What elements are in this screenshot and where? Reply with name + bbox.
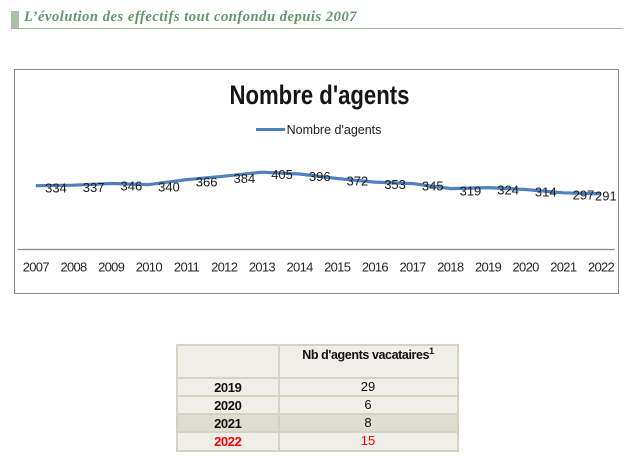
svg-text:2012: 2012 <box>211 259 238 274</box>
svg-text:334: 334 <box>45 181 67 196</box>
svg-text:2016: 2016 <box>362 259 389 274</box>
svg-text:2022: 2022 <box>588 259 615 274</box>
svg-text:396: 396 <box>309 169 331 184</box>
svg-text:2017: 2017 <box>400 259 427 274</box>
svg-text:314: 314 <box>535 184 557 199</box>
svg-text:340: 340 <box>158 179 180 194</box>
svg-text:2011: 2011 <box>174 259 200 274</box>
svg-text:2008: 2008 <box>60 259 87 274</box>
svg-text:2018: 2018 <box>437 259 464 274</box>
svg-text:2007: 2007 <box>23 259 50 274</box>
svg-text:2009: 2009 <box>98 259 125 274</box>
svg-text:319: 319 <box>460 183 482 198</box>
svg-text:2010: 2010 <box>136 259 163 274</box>
svg-text:291: 291 <box>595 189 617 204</box>
svg-text:384: 384 <box>234 171 256 186</box>
svg-text:297: 297 <box>573 188 595 203</box>
svg-text:353: 353 <box>384 177 406 192</box>
svg-text:345: 345 <box>422 178 444 193</box>
svg-text:337: 337 <box>83 180 105 195</box>
svg-text:2020: 2020 <box>513 259 540 274</box>
svg-text:2014: 2014 <box>287 259 314 274</box>
svg-text:405: 405 <box>271 167 293 182</box>
svg-text:2015: 2015 <box>324 259 351 274</box>
svg-text:2013: 2013 <box>249 259 276 274</box>
svg-text:2021: 2021 <box>550 259 577 274</box>
svg-text:372: 372 <box>347 173 369 188</box>
svg-text:346: 346 <box>121 178 143 193</box>
svg-text:324: 324 <box>497 182 519 197</box>
svg-text:366: 366 <box>196 175 218 190</box>
svg-text:2019: 2019 <box>475 259 502 274</box>
